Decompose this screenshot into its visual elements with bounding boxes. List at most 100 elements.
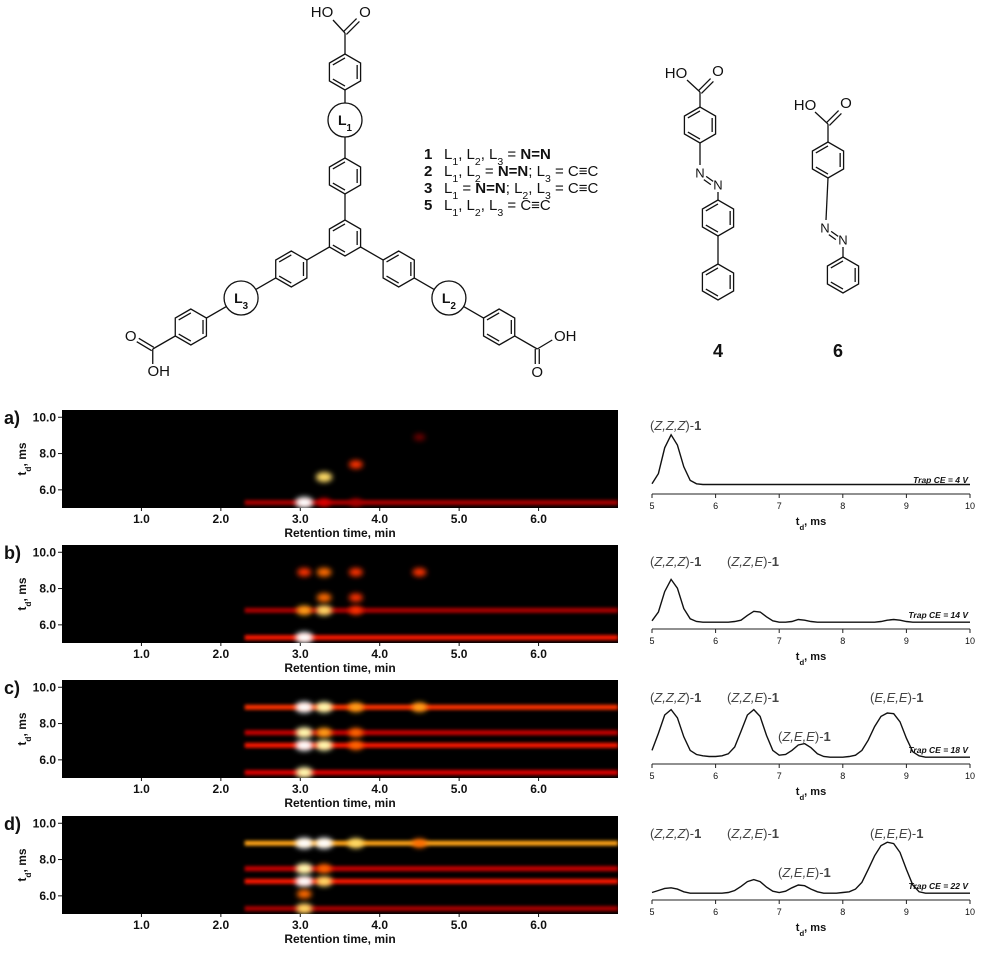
text-part: 1: [772, 690, 779, 705]
x-axis-label: td, ms: [796, 516, 826, 532]
atom-label: O: [359, 4, 371, 21]
text-part: =: [458, 180, 475, 197]
compound-definition: L1 = N=N; L2, L3 = C≡C: [444, 180, 598, 202]
x-tick-label: 2.0: [213, 782, 230, 796]
y-tick-label: 10.0: [33, 410, 57, 424]
y-tick-label: 8.0: [39, 582, 56, 596]
double-bond: [332, 244, 346, 253]
bond: [830, 230, 839, 237]
double-bond: [386, 254, 400, 263]
benzene-ring: [683, 106, 717, 144]
text-part: =: [481, 163, 498, 180]
x-tick-label: 3.0: [292, 782, 309, 796]
text-part: d: [23, 736, 33, 741]
y-tick-label: 6.0: [39, 753, 56, 767]
x-tick-label: 5: [649, 501, 654, 511]
atom-label: 4: [713, 341, 723, 361]
panel-label: d): [4, 814, 21, 834]
x-tick-label: 7: [777, 501, 782, 511]
x-tick-label: 4.0: [371, 647, 388, 661]
text-part: (: [870, 690, 875, 705]
ion-spot: [296, 903, 313, 914]
text-part: )-: [685, 554, 694, 569]
atom-label: N: [695, 165, 704, 180]
condition-label: Trap CE = 4 V: [913, 475, 969, 485]
text-part: (: [650, 690, 655, 705]
peak-annotation: (Z,Z,Z)-1: [650, 690, 701, 705]
double-bond: [278, 275, 292, 284]
double-bond: [332, 223, 346, 232]
text-part: , L: [458, 163, 475, 180]
text-part: , ms: [804, 516, 826, 528]
x-axis-label: Retention time, min: [284, 932, 395, 946]
peak-annotation: (Z,Z,Z)-1: [650, 826, 701, 841]
x-tick-label: 9: [904, 501, 909, 511]
benzene-ring: [275, 250, 308, 288]
y-tick-label: 10.0: [33, 545, 57, 559]
text-part: , L: [458, 146, 475, 163]
ion-spot: [316, 864, 332, 874]
x-tick-label: 10: [965, 636, 975, 646]
x-tick-label: 5.0: [451, 918, 468, 932]
text-part: t: [796, 651, 800, 663]
drift-band: [244, 742, 618, 748]
text-part: N=N: [520, 146, 550, 163]
linker-circle: [223, 280, 259, 316]
x-tick-label: 2.0: [213, 512, 230, 526]
double-bond: [705, 203, 719, 212]
text-part: , ms: [15, 577, 29, 601]
text-part: )-: [685, 418, 694, 433]
ion-spot: [295, 701, 314, 713]
text-part: )-: [763, 554, 772, 569]
compound-definition: L1, L2, L3 = N=N: [444, 146, 551, 168]
x-tick-label: 4.0: [371, 918, 388, 932]
x-tick-label: 8: [840, 636, 845, 646]
double-bond: [332, 182, 346, 191]
ion-spot: [348, 702, 364, 712]
text-part: t: [15, 878, 29, 882]
benzene-ring: [811, 141, 845, 179]
double-bond: [830, 281, 844, 290]
drift-band: [244, 906, 618, 912]
text-part: Z,E,E: [781, 865, 815, 880]
bond: [345, 20, 360, 35]
heatmap-data: [244, 567, 618, 643]
atom-label: OH: [554, 328, 577, 345]
ion-spot: [295, 837, 314, 849]
heatmap-data: [244, 701, 618, 778]
x-tick-label: 8: [840, 907, 845, 917]
text-part: 2: [475, 156, 481, 168]
ion-spot: [295, 739, 314, 751]
text-part: (: [778, 865, 783, 880]
text-part: d: [799, 658, 804, 667]
ion-spot: [348, 593, 363, 602]
x-tick-label: 6: [713, 501, 718, 511]
peak-annotation: (Z,Z,Z)-1: [650, 554, 701, 569]
drift-band: [244, 878, 618, 884]
compound-number: 2: [424, 163, 432, 180]
text-part: = C≡C: [551, 163, 599, 180]
bond: [138, 337, 155, 348]
y-tick-label: 8.0: [39, 853, 56, 867]
linker-label: L3: [234, 290, 249, 312]
double-bond: [486, 333, 500, 342]
peak-annotation: (E,E,E)-1: [870, 690, 924, 705]
heatmap-background: [62, 680, 618, 778]
text-part: L: [444, 146, 452, 163]
benzene-ring: [328, 219, 362, 257]
x-tick-label: 5.0: [451, 782, 468, 796]
atom-label: HO: [794, 97, 817, 114]
x-tick-label: 1.0: [133, 782, 150, 796]
peak-annotation: (E,E,E)-1: [870, 826, 924, 841]
x-tick-label: 3.0: [292, 647, 309, 661]
drift-band: [244, 866, 618, 872]
text-part: L: [234, 290, 243, 306]
ion-spot: [316, 593, 332, 603]
x-tick-label: 5: [649, 907, 654, 917]
ion-spot: [295, 767, 313, 778]
text-part: t: [15, 472, 29, 476]
x-tick-label: 5: [649, 636, 654, 646]
text-part: N=N: [498, 163, 528, 180]
atom-label: O: [840, 95, 852, 112]
double-bond: [705, 267, 719, 276]
